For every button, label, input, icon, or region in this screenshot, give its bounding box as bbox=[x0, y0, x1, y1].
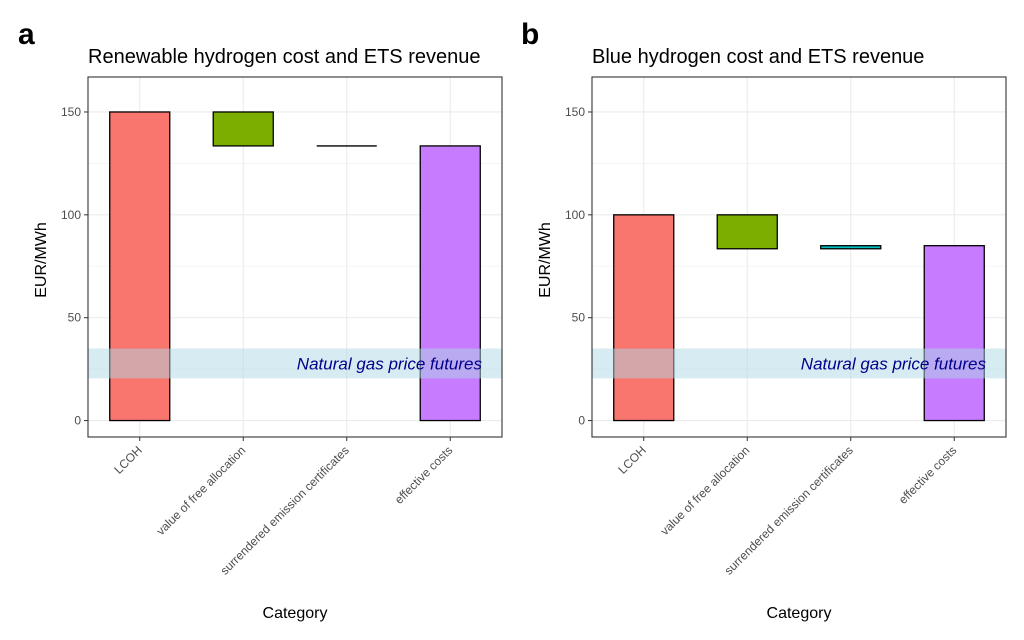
y-tick-label: 150 bbox=[61, 105, 81, 119]
natural-gas-band bbox=[88, 348, 502, 379]
bar-b-4 bbox=[923, 245, 985, 422]
chart-panel-b: Natural gas price futures 0 50 100 150 LCOH va… bbox=[565, 76, 1007, 578]
bar-b-2 bbox=[716, 214, 778, 250]
y-tick-label: 150 bbox=[565, 105, 585, 119]
bar-b-1 bbox=[613, 214, 675, 422]
x-tick-label: effective costs bbox=[896, 443, 960, 507]
x-tick-label: LCOH bbox=[111, 443, 144, 476]
x-axis-label-b: Category bbox=[767, 605, 832, 622]
x-tick-label: value of free allocation bbox=[658, 443, 753, 538]
y-tick-label: 0 bbox=[578, 414, 585, 428]
chart-title-a: Renewable hydrogen cost and ETS revenue bbox=[88, 46, 480, 68]
y-tick-label: 0 bbox=[74, 414, 81, 428]
natural-gas-band-label: Natural gas price futures bbox=[801, 354, 987, 373]
natural-gas-band-label: Natural gas price futures bbox=[297, 354, 483, 373]
x-axis-label-a: Category bbox=[263, 605, 328, 622]
bar-b-3 bbox=[820, 245, 882, 250]
plot-border bbox=[591, 76, 1007, 438]
plot-border bbox=[87, 76, 503, 438]
y-tick-label: 50 bbox=[68, 311, 82, 325]
y-tick-label: 100 bbox=[565, 208, 585, 222]
x-tick-label: LCOH bbox=[615, 443, 648, 476]
panel-letter-a: a bbox=[18, 18, 35, 51]
x-tick-label: effective costs bbox=[392, 443, 456, 507]
panel-letter-b: b bbox=[521, 18, 539, 51]
natural-gas-band bbox=[592, 348, 1006, 379]
x-tick-label: value of free allocation bbox=[154, 443, 249, 538]
chart-panel-a: Natural gas price futures 0 50 100 150 LCOH va… bbox=[61, 76, 503, 578]
chart-title-b: Blue hydrogen cost and ETS revenue bbox=[592, 46, 924, 68]
bar-a-4 bbox=[419, 145, 481, 422]
bar-a-2 bbox=[212, 111, 274, 147]
y-axis-label-a: EUR/MWh bbox=[33, 222, 50, 298]
y-tick-label: 50 bbox=[572, 311, 586, 325]
y-tick-label: 100 bbox=[61, 208, 81, 222]
y-axis-label-b: EUR/MWh bbox=[537, 222, 554, 298]
